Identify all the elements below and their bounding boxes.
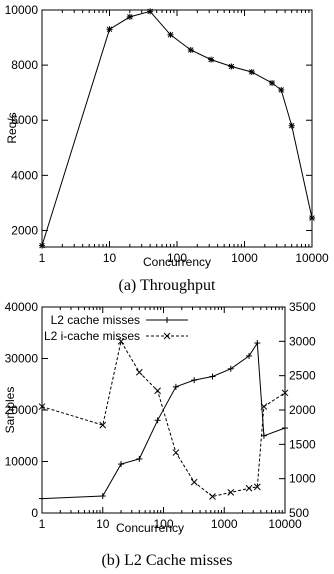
l2-i-cache-misses-point bbox=[253, 483, 261, 491]
l2-x-tick-label: 10000 bbox=[268, 517, 302, 531]
l2-i-cache-misses-point bbox=[227, 489, 235, 496]
l2-i-cache-misses-line bbox=[41, 339, 286, 498]
throughput-y-tick-label: 4000 bbox=[11, 168, 38, 182]
l2-cache-misses-point bbox=[154, 417, 161, 424]
l2-i-cache-misses-point bbox=[38, 403, 46, 410]
l2-cache-misses-point bbox=[99, 493, 106, 500]
throughput-series-line bbox=[41, 10, 313, 246]
l2-caption: (b) L2 Cache misses bbox=[101, 552, 232, 569]
l2-i-cache-misses-point bbox=[281, 389, 289, 397]
l2-cache-misses-point bbox=[209, 373, 216, 380]
l2-i-cache-misses-point bbox=[135, 368, 143, 376]
throughput-point bbox=[187, 46, 194, 53]
l2-y-tick-label: 40000 bbox=[5, 300, 39, 314]
l2-y2-tick-label: 2000 bbox=[289, 403, 316, 417]
l2-x-tick-label: 1000 bbox=[211, 517, 238, 531]
l2-x-tick-label: 100 bbox=[153, 517, 173, 531]
l2-cache-misses-point bbox=[191, 377, 198, 384]
l2-legend: L2 cache misses L2 i-cache misses bbox=[44, 313, 188, 343]
throughput-point bbox=[167, 31, 174, 38]
l2-cache-misses-line bbox=[41, 341, 286, 500]
l2-y-tick-label: 10000 bbox=[5, 455, 39, 469]
throughput-x-tick-label: 1000 bbox=[231, 251, 258, 265]
throughput-y-tick-label: 2000 bbox=[11, 223, 38, 237]
l2-cache-misses-point bbox=[246, 352, 253, 359]
l2-y-tick-label: 20000 bbox=[5, 403, 39, 417]
l2-x-tick-label: 1 bbox=[39, 517, 46, 531]
throughput-x-tick-label: 10000 bbox=[295, 251, 329, 265]
l2-cache-misses-point bbox=[254, 340, 261, 347]
l2-cache-misses-point bbox=[39, 495, 45, 502]
legend-label-l2-cache-misses: L2 cache misses bbox=[51, 313, 140, 327]
throughput-point bbox=[248, 69, 255, 76]
l2-y2-tick-label: 500 bbox=[289, 506, 309, 520]
l2-i-cache-misses-point bbox=[99, 421, 107, 429]
l2-cache-misses-point bbox=[172, 383, 179, 390]
l2-y2-tick-label: 1500 bbox=[289, 437, 316, 451]
legend-label-l2-i-cache-misses: L2 i-cache misses bbox=[44, 329, 140, 343]
l2-x-axis-label: Concurrency bbox=[116, 521, 184, 535]
throughput-point bbox=[39, 242, 45, 249]
legend-marker-l2-cache-misses bbox=[164, 317, 170, 323]
l2-x-tick-label: 10 bbox=[96, 517, 110, 531]
legend-marker-l2-i-cache-misses bbox=[163, 332, 171, 340]
l2-i-cache-misses-point bbox=[209, 493, 216, 500]
l2-y2-tick-label: 2500 bbox=[289, 369, 316, 383]
l2-i-cache-misses-point bbox=[154, 387, 161, 395]
l2-i-cache-misses-point bbox=[245, 484, 253, 492]
l2-i-cache-misses-point bbox=[117, 337, 125, 345]
l2-y2-tick-label: 3000 bbox=[289, 334, 316, 348]
l2-y-tick-label: 30000 bbox=[5, 352, 39, 366]
throughput-point bbox=[309, 215, 315, 222]
throughput-point bbox=[228, 63, 235, 70]
throughput-point bbox=[126, 13, 133, 20]
throughput-x-tick-label: 1 bbox=[39, 251, 46, 265]
l2-cache-misses-point bbox=[136, 455, 143, 462]
throughput-y-tick-label: 8000 bbox=[11, 58, 38, 72]
l2-cache-misses-point bbox=[227, 365, 234, 372]
l2-y-axis-label: Samples bbox=[3, 387, 17, 434]
throughput-point bbox=[269, 80, 276, 87]
l2-i-cache-misses-point bbox=[190, 478, 198, 486]
throughput-y-axis-label: Req/s bbox=[5, 112, 19, 143]
throughput-plot-frame bbox=[41, 9, 313, 248]
throughput-caption: (a) Throughput bbox=[118, 277, 216, 294]
throughput-y-tick-label: 10000 bbox=[5, 3, 39, 17]
l2-i-cache-misses-point bbox=[260, 403, 268, 410]
throughput-point bbox=[147, 8, 154, 15]
l2-cache-misses-chart: 1 10 100 1000 10000 0 10000 20000 30000 40000 500 1… bbox=[3, 300, 316, 569]
throughput-point bbox=[106, 26, 113, 33]
throughput-y-tick-label: 6000 bbox=[11, 113, 38, 127]
throughput-x-axis-label: Concurrency bbox=[143, 255, 211, 269]
throughput-point bbox=[278, 86, 285, 93]
throughput-x-tick-label: 100 bbox=[167, 251, 187, 265]
throughput-chart: 1 10 100 1000 10000 2000 4000 6000 8000 10000 Con… bbox=[5, 3, 329, 294]
l2-y2-tick-label: 1000 bbox=[289, 472, 316, 486]
throughput-point bbox=[208, 56, 215, 63]
l2-i-cache-misses-point bbox=[172, 449, 180, 456]
throughput-x-tick-label: 10 bbox=[103, 251, 117, 265]
throughput-point bbox=[288, 122, 295, 129]
l2-cache-misses-point bbox=[282, 425, 288, 432]
l2-cache-misses-point bbox=[118, 461, 125, 468]
l2-y-tick-label: 0 bbox=[31, 506, 38, 520]
l2-y2-tick-label: 3500 bbox=[289, 300, 316, 314]
